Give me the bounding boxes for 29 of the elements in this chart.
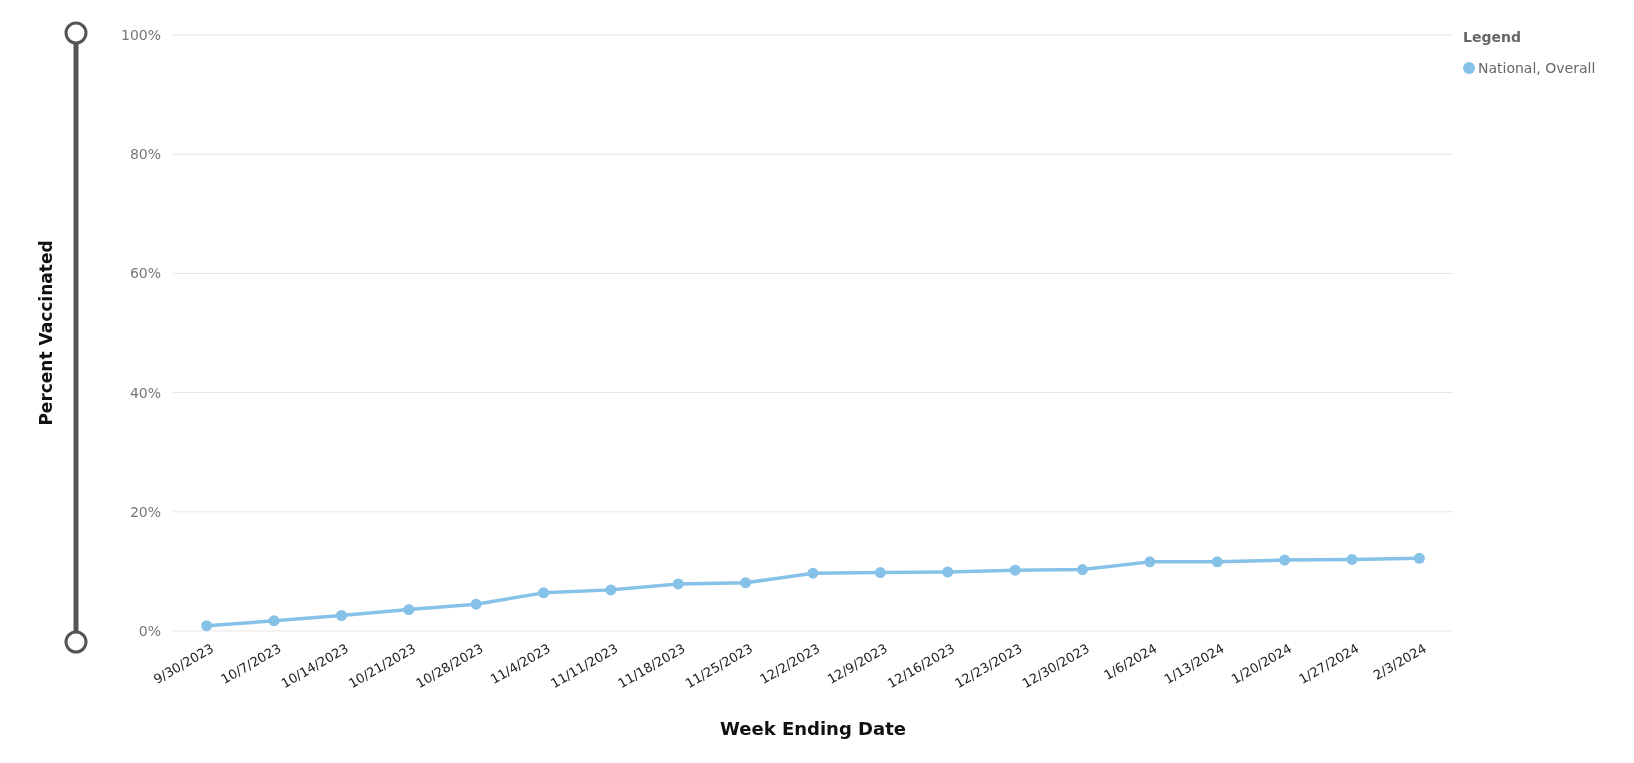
point — [672, 578, 684, 590]
point — [605, 584, 617, 596]
y-tick-label: 0% — [138, 622, 161, 639]
point — [1413, 552, 1425, 564]
y-axis-title: Percent Vaccinated — [36, 240, 56, 426]
point — [403, 604, 415, 616]
x-axis-title: Week Ending Date — [720, 718, 906, 739]
point — [807, 567, 819, 579]
point — [1076, 564, 1088, 576]
legend-title: Legend — [1463, 29, 1521, 45]
y-tick-label: 20% — [129, 503, 161, 520]
point — [1211, 556, 1223, 568]
point — [1346, 553, 1358, 565]
point — [538, 587, 550, 599]
point — [1279, 554, 1291, 566]
point — [1144, 556, 1156, 568]
point — [942, 566, 954, 578]
point — [740, 577, 752, 589]
point — [335, 610, 347, 621]
y-tick-label: 40% — [129, 384, 161, 401]
point — [201, 620, 213, 632]
legend-label: National, Overall — [1478, 59, 1596, 76]
point — [470, 598, 482, 610]
y-tick-label: 60% — [129, 265, 161, 282]
point — [874, 567, 886, 579]
point — [1009, 564, 1021, 576]
point — [268, 615, 280, 627]
y-tick-label: 80% — [129, 146, 161, 163]
y-tick-label: 100% — [120, 26, 161, 43]
